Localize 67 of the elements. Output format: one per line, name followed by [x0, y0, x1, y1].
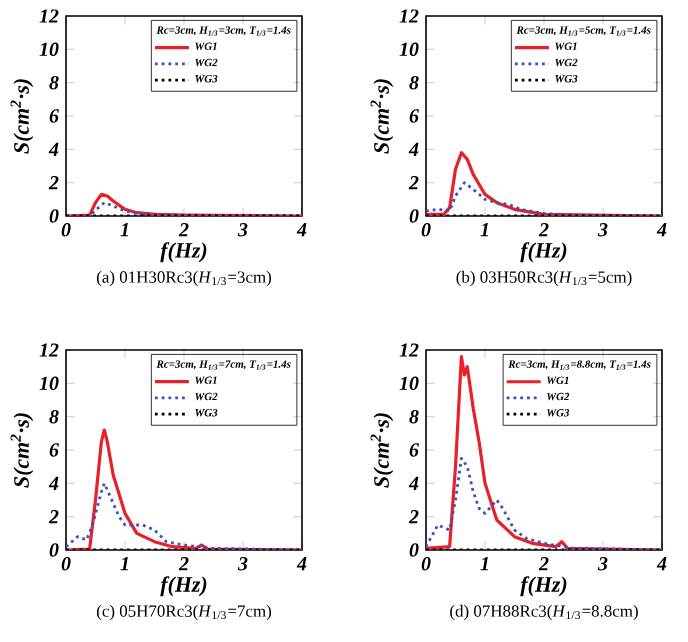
y-tick-label: 4 [48, 142, 59, 156]
x-tick-label: 1 [120, 223, 128, 237]
x-tick-label: 1 [480, 223, 488, 237]
line-series [426, 456, 662, 550]
y-tick-label: 12 [399, 343, 419, 357]
text: (c) 05H70Rc3(H$_{1/3}$=7cm) [96, 604, 272, 621]
line-series [66, 192, 302, 216]
x-tick-label: 2 [178, 557, 189, 571]
y-tick-label: 6 [49, 109, 59, 123]
x-tick-label: 3 [597, 223, 608, 237]
y-tick-label: 2 [48, 176, 59, 190]
x-tick-label: 2 [538, 223, 549, 237]
y-tick-label: 0 [409, 543, 419, 557]
y-tick-label: 12 [39, 343, 59, 357]
x-tick-label: 4 [656, 557, 667, 571]
x-tick-label: 1 [480, 557, 488, 571]
y-tick-label: 0 [409, 209, 419, 223]
y-tick-label: 8 [409, 409, 419, 424]
y-tick-label: 6 [409, 443, 419, 457]
y-tick-label: 2 [408, 176, 419, 190]
y-tick-label: 10 [399, 376, 419, 391]
x-tick-label: 4 [296, 223, 307, 237]
y-tick-label: 8 [409, 75, 419, 90]
y-tick-label: 12 [39, 9, 59, 23]
y-tick-label: 2 [408, 510, 419, 524]
x-tick-label: 2 [538, 557, 549, 571]
y-tick-label: 4 [48, 476, 59, 490]
y-tick-label: 0 [49, 209, 59, 223]
x-tick-label: 4 [656, 223, 667, 237]
y-axis-title: S(cm$^{2}$·s) [370, 79, 394, 154]
y-axis-title: S(cm$^{2}$·s) [10, 79, 34, 154]
y-tick-label: 10 [39, 376, 59, 391]
x-axis-title: f(Hz) [520, 576, 567, 597]
text: (d) 07H88Rc3(H$_{1/3}$=8.8cm) [450, 604, 638, 621]
y-tick-label: 10 [399, 42, 419, 57]
x-tick-label: 0 [61, 223, 71, 237]
y-tick-label: 8 [49, 409, 59, 424]
text: (b) 03H50Rc3(H$_{1/3}$=5cm) [456, 270, 632, 287]
x-tick-label: 0 [421, 557, 431, 571]
line-series [426, 355, 662, 550]
text: (a) 01H30Rc3(H$_{1/3}$=3cm) [96, 270, 272, 287]
y-tick-label: 4 [408, 142, 419, 156]
y-axis-title: S(cm$^{2}$·s) [370, 413, 394, 488]
x-tick-label: 4 [296, 557, 307, 571]
x-tick-label: 3 [237, 223, 248, 237]
x-axis-title: f(Hz) [160, 576, 207, 597]
line-series [426, 151, 662, 216]
x-tick-label: 1 [120, 557, 128, 571]
y-tick-label: 0 [49, 543, 59, 557]
line-series [66, 481, 302, 550]
y-axis-title: S(cm$^{2}$·s) [10, 413, 34, 488]
y-tick-label: 2 [48, 510, 59, 524]
y-tick-label: 12 [399, 9, 419, 23]
y-tick-label: 6 [49, 443, 59, 457]
x-tick-label: 0 [61, 557, 71, 571]
line-series [426, 181, 662, 216]
y-tick-label: 8 [49, 75, 59, 90]
x-axis-title: f(Hz) [160, 242, 207, 263]
x-tick-label: 3 [597, 557, 608, 571]
x-axis-title: f(Hz) [520, 242, 567, 263]
y-tick-label: 6 [409, 109, 419, 123]
x-tick-label: 0 [421, 223, 431, 237]
x-tick-label: 2 [178, 223, 189, 237]
line-series [66, 428, 302, 550]
y-tick-label: 10 [39, 42, 59, 57]
x-tick-label: 3 [237, 557, 248, 571]
y-tick-label: 4 [408, 476, 419, 490]
